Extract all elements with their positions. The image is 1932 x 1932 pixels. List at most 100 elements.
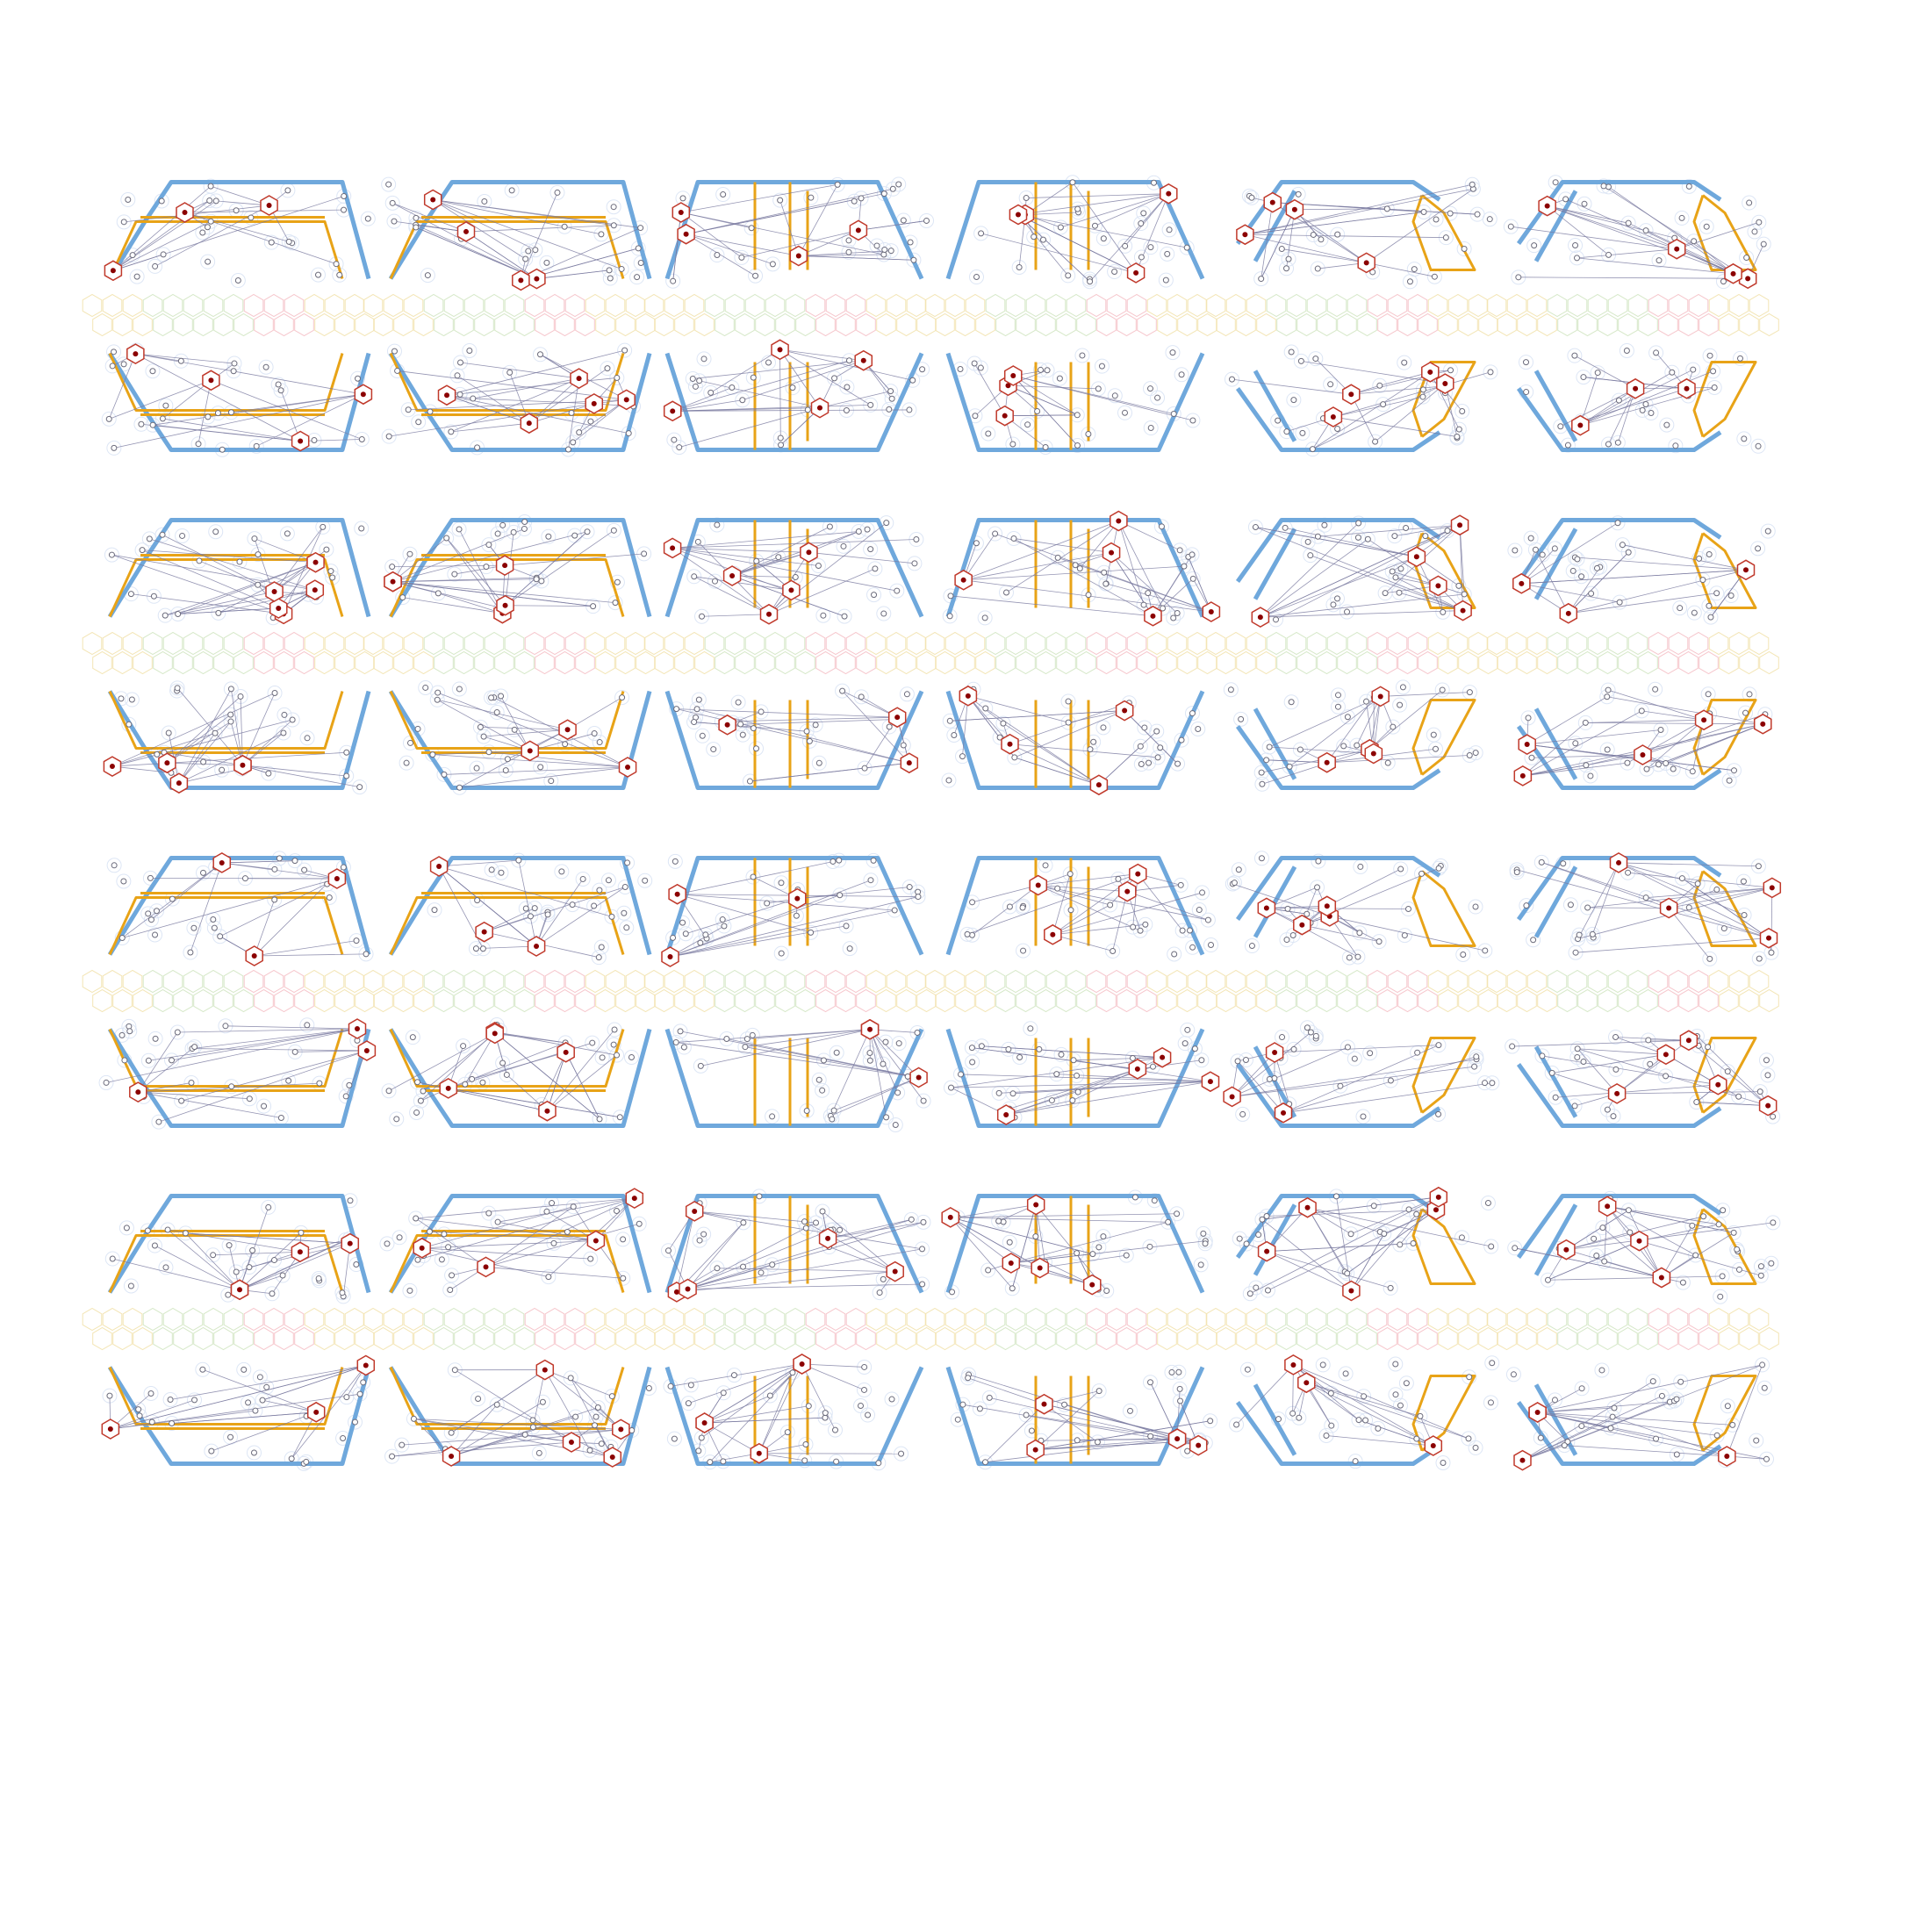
- station-dot: [1330, 414, 1336, 420]
- grid-hex: [1117, 650, 1137, 675]
- node: [234, 277, 241, 284]
- node-halo: [384, 195, 400, 211]
- station-dot: [1257, 614, 1263, 621]
- link-line: [842, 690, 910, 764]
- node-halo: [1544, 1065, 1560, 1081]
- node: [531, 905, 538, 912]
- grid-hex: [1517, 988, 1537, 1013]
- node: [1614, 439, 1621, 446]
- link-line: [544, 1369, 621, 1430]
- route-blue: [388, 1028, 652, 1128]
- node: [819, 1208, 826, 1215]
- node: [1466, 751, 1473, 758]
- node: [396, 1234, 403, 1241]
- node-halo: [884, 1391, 900, 1407]
- link-line: [1266, 1251, 1352, 1291]
- node: [616, 1114, 623, 1121]
- link-line: [1585, 719, 1705, 723]
- grid-hex: [1506, 293, 1527, 318]
- station-dot: [449, 1454, 455, 1460]
- grid-hex: [443, 1307, 464, 1332]
- node: [353, 1261, 360, 1268]
- node: [1360, 1113, 1367, 1120]
- node-halo: [119, 1220, 134, 1236]
- node: [227, 1433, 234, 1440]
- route-blue: [388, 518, 652, 618]
- link-line: [687, 1222, 816, 1289]
- node: [479, 945, 486, 952]
- node-halo: [1137, 720, 1153, 736]
- route-blue: [388, 690, 652, 790]
- node: [529, 1417, 536, 1424]
- link-line: [459, 729, 568, 788]
- node-halo: [785, 380, 801, 396]
- node: [121, 1057, 128, 1064]
- node: [1560, 860, 1567, 867]
- link-line: [1547, 205, 1609, 255]
- link-line: [464, 1033, 496, 1085]
- node-halo: [995, 715, 1011, 731]
- node-halo: [666, 432, 682, 448]
- node: [327, 568, 334, 575]
- link-line: [672, 548, 819, 566]
- node-halo: [1339, 604, 1355, 620]
- node-halo: [1117, 405, 1132, 420]
- node: [1140, 210, 1147, 217]
- node-halo: [1507, 542, 1523, 558]
- node: [488, 866, 495, 873]
- node: [228, 1083, 235, 1090]
- grid-hex: [1497, 312, 1517, 337]
- node: [301, 866, 308, 873]
- grid-hex: [1016, 650, 1036, 675]
- grid-hex: [1117, 312, 1137, 337]
- node: [1141, 724, 1148, 731]
- route-orange: [1411, 1208, 1476, 1285]
- grid-hex: [383, 631, 404, 656]
- station-dot: [1160, 1054, 1166, 1060]
- node: [1390, 723, 1397, 730]
- grid-hex: [1167, 1307, 1188, 1332]
- grid-hex: [564, 1307, 585, 1332]
- route-blue: [107, 1366, 371, 1466]
- grid-hex: [643, 293, 664, 318]
- grid-hex: [1357, 650, 1377, 675]
- link-line: [676, 1210, 695, 1293]
- panel-r1c3: [643, 176, 937, 456]
- node: [1435, 1110, 1442, 1117]
- station-dot: [1674, 246, 1680, 252]
- node: [1642, 894, 1649, 901]
- node: [503, 1071, 510, 1078]
- route-blue: [388, 352, 652, 452]
- grid-hex: [985, 293, 1006, 318]
- node-halo: [915, 1241, 930, 1257]
- node-halo: [1107, 388, 1123, 404]
- node-halo: [541, 1269, 557, 1285]
- node: [978, 1043, 985, 1050]
- node-halo: [779, 1425, 795, 1440]
- station-dot: [360, 391, 366, 398]
- station-dot: [564, 727, 571, 733]
- link-line: [300, 439, 363, 442]
- link-line: [446, 537, 506, 606]
- node: [1610, 1113, 1617, 1120]
- node: [438, 1256, 445, 1263]
- grid-hex: [373, 650, 393, 675]
- link-line: [672, 387, 732, 412]
- link-line: [1052, 892, 1203, 936]
- node-halo: [1085, 1246, 1101, 1262]
- node: [527, 913, 534, 920]
- node-halo: [969, 269, 985, 285]
- node: [443, 535, 450, 542]
- node: [410, 1415, 417, 1422]
- node: [1460, 951, 1467, 958]
- node-halo: [1614, 537, 1630, 553]
- node-halo: [1226, 875, 1242, 891]
- node: [801, 1218, 808, 1225]
- grid-hex: [1076, 312, 1096, 337]
- node: [693, 706, 700, 713]
- grid-hex: [122, 631, 143, 656]
- node: [1032, 1233, 1039, 1240]
- route-blue: [107, 1028, 371, 1128]
- link-line: [460, 362, 579, 379]
- grid-hex: [876, 312, 896, 337]
